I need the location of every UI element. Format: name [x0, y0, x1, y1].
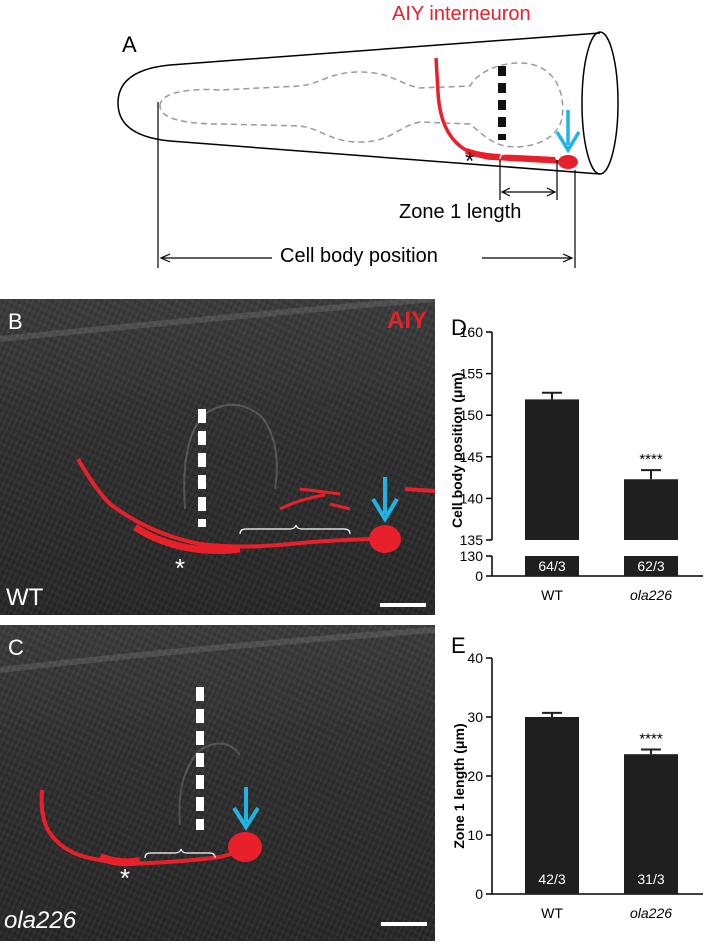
chart-e-xtick-label: WT — [541, 905, 563, 921]
chart-e-bar-count-label: 42/3 — [538, 871, 565, 887]
cell-body-arrow-head — [555, 131, 581, 154]
ola226-asterisk: * — [120, 863, 131, 893]
wt-scale-bar — [380, 603, 426, 607]
panel-d-letter: D — [451, 315, 467, 340]
chart-e-plot: 0 10 20 30 40 42/3 WT 31/3 **** ola226 — [467, 650, 703, 921]
ola226-scale-bar — [381, 922, 427, 926]
chart-d-significance: **** — [639, 451, 663, 468]
chart-d-ytick-label: 145 — [460, 449, 484, 465]
chart-d-ytick-label: 0 — [475, 568, 483, 584]
chart-d-ytick-label: 140 — [460, 490, 484, 506]
chart-d-ytick-label: 155 — [460, 366, 484, 382]
chart-d-ylabel: Cell body position (μm) — [449, 372, 465, 528]
chart-d-ytick-label: 135 — [460, 532, 484, 548]
panel-a-asterisk: * — [465, 148, 475, 175]
ola226-aiy-cell-body — [228, 832, 262, 862]
ola226-aiy-neurite — [39, 789, 246, 866]
panel-e-letter: E — [451, 633, 466, 658]
chart-d-bar-WT — [525, 399, 579, 540]
wt-cell-body-arrow — [371, 497, 399, 523]
micrograph-ola226: C * ola226 — [0, 625, 435, 941]
aiy-cell-body — [558, 155, 578, 169]
wt-aiy-cell-body — [369, 525, 401, 553]
chart-e-ytick-label: 10 — [467, 827, 483, 843]
chart-d-bar-lower-WT — [525, 556, 579, 576]
chart-d-bar-count-label: 64/3 — [538, 558, 565, 574]
worm-head-schematic — [117, 31, 619, 268]
chart-e-ytick-label: 20 — [467, 768, 483, 784]
panel-a-title: AIY interneuron — [392, 3, 531, 25]
wt-aiy-neurite — [76, 458, 386, 549]
wt-neuron-image — [0, 299, 435, 554]
chart-e-ytick-label: 40 — [467, 650, 483, 666]
panel-c-letter: C — [8, 635, 24, 660]
chart-e: 0 10 20 30 40 42/3 WT 31/3 **** ola226 — [445, 630, 708, 942]
wt-asterisk: * — [175, 553, 186, 583]
zone1-brace — [499, 149, 557, 160]
chart-e-ylabel: Zone 1 length (μm) — [451, 723, 467, 849]
chart-e-significance: **** — [639, 730, 663, 747]
chart-e-ytick-label: 0 — [475, 886, 483, 902]
chart-e-ytick-label: 30 — [467, 709, 483, 725]
wt-genotype-label: WT — [6, 584, 44, 611]
chart-d-bar-lower-ola226 — [624, 556, 678, 576]
chart-e-bar-count-label: 31/3 — [637, 871, 664, 887]
pharynx-outline — [159, 62, 564, 148]
zone1-length-label: Zone 1 length — [399, 201, 522, 223]
chart-d: 135 140 145 150 155 160 0 130 64/3 WT 62/3 **** ola2… — [445, 310, 708, 620]
chart-d-xtick-label: WT — [541, 587, 563, 603]
panel-a-letter: A — [122, 32, 137, 57]
chart-e-bar-ola226 — [624, 754, 678, 894]
worm-cut-end — [581, 31, 619, 175]
chart-e-bar-WT — [525, 717, 579, 894]
panel-b-letter: B — [8, 309, 23, 334]
micrograph-wt: B AIY * WT — [0, 299, 435, 615]
aiy-zone1-segment — [464, 148, 557, 163]
chart-d-bar-count-label: 62/3 — [637, 558, 664, 574]
chart-d-xtick-label: ola226 — [630, 587, 672, 603]
chart-e-xtick-label: ola226 — [630, 905, 672, 921]
aiy-marker-label: AIY — [386, 307, 427, 334]
worm-outline — [117, 32, 601, 175]
chart-d-ytick-label: 130 — [460, 548, 484, 564]
ola226-genotype-label: ola226 — [4, 907, 77, 934]
ola226-cell-body-arrow — [232, 806, 260, 831]
cell-body-position-label: Cell body position — [280, 245, 438, 267]
chart-d-ytick-label: 150 — [460, 407, 484, 423]
ola226-neuron-image — [0, 627, 435, 867]
chart-d-plot: 135 140 145 150 155 160 0 130 64/3 WT 62/3 **** ola2… — [460, 324, 703, 603]
chart-d-bar-ola226 — [624, 479, 678, 540]
chart-d-ytick-label: 160 — [460, 324, 484, 340]
